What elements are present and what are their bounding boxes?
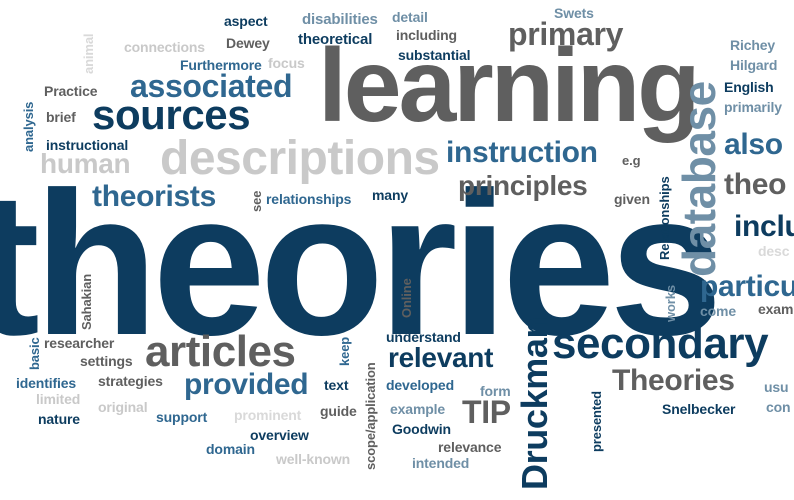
word-relationships-vertical: Relationships xyxy=(657,176,672,260)
word-relationships: relationships xyxy=(266,191,352,207)
word-see: see xyxy=(249,190,264,212)
word-limited: limited xyxy=(36,391,81,407)
word-nature: nature xyxy=(38,411,80,427)
word-instruction: instruction xyxy=(446,136,598,169)
word-swets: Swets xyxy=(554,5,594,21)
word-settings: settings xyxy=(80,353,133,369)
word-guide: guide xyxy=(320,403,357,419)
word-tip: TIP xyxy=(462,394,511,430)
word-form: form xyxy=(480,383,511,399)
word-presented: presented xyxy=(589,391,604,452)
word-human: human xyxy=(40,148,131,179)
word-descriptions: descriptions xyxy=(160,132,440,185)
word-sahakian: Sahakian xyxy=(79,273,94,330)
word-hilgard: Hilgard xyxy=(730,57,778,73)
word-detail: detail xyxy=(392,9,428,25)
word-substantial: substantial xyxy=(398,47,471,63)
word-relevant: relevant xyxy=(388,342,494,373)
word-keep: keep xyxy=(337,336,352,366)
word-usu: usu xyxy=(764,379,789,395)
word-goodwin: Goodwin xyxy=(392,421,451,437)
word-many: many xyxy=(372,187,409,203)
word-learning: learning xyxy=(318,28,701,144)
word-prominent: prominent xyxy=(234,407,302,423)
word-dewey: Dewey xyxy=(226,35,270,51)
word-intended: intended xyxy=(412,455,470,471)
word-particu: particu xyxy=(700,270,794,303)
word-furthermore: Furthermore xyxy=(180,57,262,73)
word-identifies: identifies xyxy=(16,375,77,391)
word-articles: articles xyxy=(145,327,296,376)
word-eg: e.g xyxy=(622,153,641,168)
word-understand: understand xyxy=(386,329,461,345)
word-domain: domain xyxy=(206,441,255,457)
word-theories-large: theories xyxy=(0,150,723,378)
word-online: Online xyxy=(399,278,414,318)
word-come: come xyxy=(700,303,737,319)
word-overview: overview xyxy=(250,427,309,443)
word-researcher: researcher xyxy=(44,335,115,351)
word-primary: primary xyxy=(508,16,624,52)
word-developed: developed xyxy=(386,377,454,393)
word-support: support xyxy=(156,409,208,425)
word-richey: Richey xyxy=(730,37,776,53)
word-con: con xyxy=(766,399,791,415)
word-provided: provided xyxy=(184,368,309,401)
word-disabilities: disabilities xyxy=(302,11,378,28)
word-given: given xyxy=(614,191,650,207)
word-text: text xyxy=(324,377,349,393)
word-practice: Practice xyxy=(44,83,98,99)
word-primarily: primarily xyxy=(724,99,782,115)
word-animal: animal xyxy=(81,33,96,74)
word-desc: desc xyxy=(758,243,790,259)
word-secondary: secondary xyxy=(552,319,769,368)
word-theoretical: theoretical xyxy=(298,31,373,48)
word-focus: focus xyxy=(268,55,305,71)
word-relevance: relevance xyxy=(438,439,502,455)
word-theories-capital: Theories xyxy=(612,364,735,397)
word-database: database xyxy=(673,81,725,277)
word-brief: brief xyxy=(46,109,76,125)
word-scope-application: scope/application xyxy=(363,362,378,470)
word-exam: exam xyxy=(758,301,794,317)
word-snelbecker: Snelbecker xyxy=(662,401,736,417)
word-druckman: Druckman xyxy=(514,316,555,490)
word-theo: theo xyxy=(724,168,787,201)
word-also: also xyxy=(724,128,783,161)
word-analysis: analysis xyxy=(21,101,36,152)
word-original: original xyxy=(98,399,148,415)
word-well-known: well-known xyxy=(276,451,351,467)
word-including: including xyxy=(396,27,457,43)
word-associated: associated xyxy=(130,68,293,104)
word-connections: connections xyxy=(124,39,205,55)
word-principles: principles xyxy=(458,170,588,201)
word-sources: sources xyxy=(92,91,251,138)
word-works: works xyxy=(663,285,678,322)
word-inclu: inclu xyxy=(734,210,794,243)
word-aspect: aspect xyxy=(224,13,268,29)
word-example: example xyxy=(390,401,446,417)
word-instructional: instructional xyxy=(46,137,129,153)
word-basic: basic xyxy=(27,337,42,370)
word-strategies: strategies xyxy=(98,373,163,389)
word-english: English xyxy=(724,79,774,95)
word-theorists: theorists xyxy=(92,180,216,213)
